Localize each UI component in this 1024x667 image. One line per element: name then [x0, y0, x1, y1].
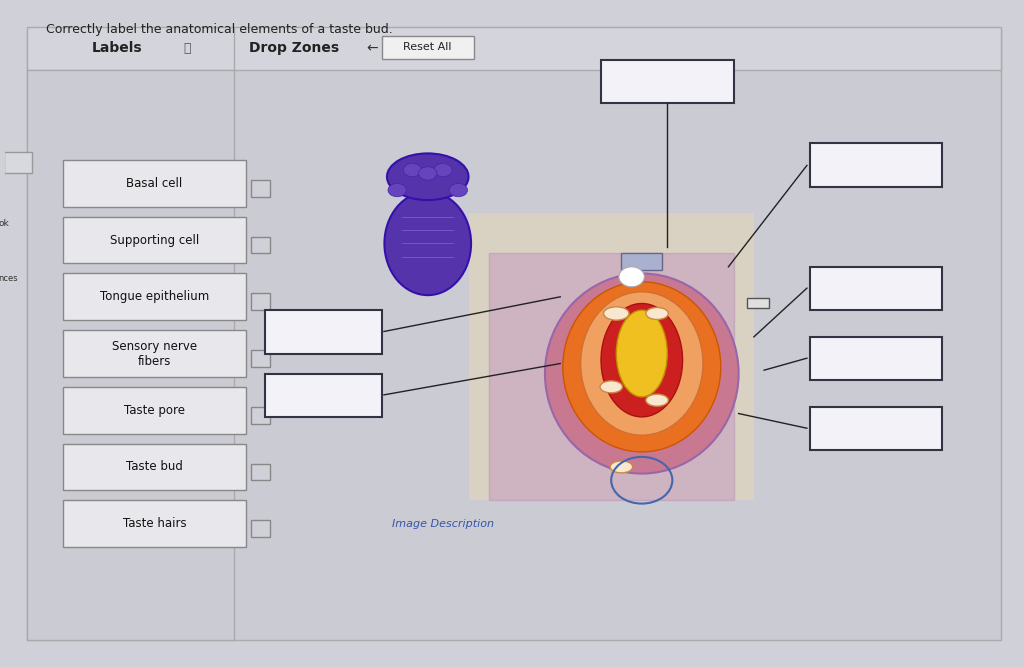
- Text: Drop Zones: Drop Zones: [250, 41, 340, 55]
- Text: Labels: Labels: [91, 41, 142, 55]
- Bar: [469, 213, 754, 500]
- Ellipse shape: [545, 273, 738, 474]
- Bar: [382, 36, 474, 59]
- Bar: [252, 350, 269, 367]
- Ellipse shape: [563, 281, 721, 452]
- Bar: [252, 464, 269, 480]
- Ellipse shape: [610, 461, 633, 473]
- Ellipse shape: [450, 183, 468, 197]
- Bar: [28, 27, 1000, 70]
- Ellipse shape: [600, 381, 623, 393]
- Text: Taste pore: Taste pore: [124, 404, 185, 417]
- Text: ⓘ: ⓘ: [183, 41, 190, 55]
- Bar: [810, 143, 942, 187]
- Bar: [264, 374, 382, 417]
- Bar: [810, 407, 942, 450]
- Bar: [746, 298, 769, 308]
- Bar: [264, 310, 382, 354]
- Bar: [62, 500, 247, 547]
- Bar: [62, 273, 247, 320]
- Ellipse shape: [581, 292, 702, 435]
- Ellipse shape: [419, 167, 437, 180]
- Bar: [252, 407, 269, 424]
- Bar: [810, 337, 942, 380]
- Bar: [62, 217, 247, 263]
- Bar: [252, 293, 269, 310]
- Text: Tongue epithelium: Tongue epithelium: [100, 290, 209, 303]
- Text: 0:33: 0:33: [7, 158, 29, 167]
- Ellipse shape: [384, 192, 471, 295]
- Bar: [252, 180, 269, 197]
- Bar: [62, 387, 247, 434]
- Text: Supporting cell: Supporting cell: [110, 233, 200, 247]
- Ellipse shape: [618, 267, 644, 287]
- Ellipse shape: [603, 307, 629, 320]
- Ellipse shape: [616, 310, 668, 397]
- Text: ←: ←: [367, 41, 378, 55]
- Text: Sensory nerve
fibers: Sensory nerve fibers: [112, 340, 198, 368]
- Ellipse shape: [646, 394, 669, 406]
- Ellipse shape: [403, 163, 422, 177]
- Text: Taste hairs: Taste hairs: [123, 517, 186, 530]
- Text: Correctly label the anatomical elements of a taste bud.: Correctly label the anatomical elements …: [45, 23, 392, 36]
- Text: ok: ok: [0, 219, 9, 228]
- Ellipse shape: [434, 163, 453, 177]
- Bar: [4, 152, 33, 173]
- Ellipse shape: [387, 153, 469, 200]
- Ellipse shape: [601, 303, 683, 417]
- Bar: [28, 70, 234, 640]
- Bar: [601, 60, 733, 103]
- Text: Basal cell: Basal cell: [127, 177, 182, 190]
- Text: Reset All: Reset All: [403, 43, 452, 52]
- Bar: [252, 237, 269, 253]
- Bar: [62, 330, 247, 377]
- Bar: [252, 520, 269, 537]
- Ellipse shape: [646, 307, 669, 319]
- Bar: [622, 253, 663, 270]
- Bar: [62, 444, 247, 490]
- Bar: [810, 267, 942, 310]
- Text: nces: nces: [0, 273, 18, 283]
- Bar: [488, 253, 733, 500]
- Ellipse shape: [388, 183, 407, 197]
- Text: Taste bud: Taste bud: [126, 460, 183, 474]
- Text: Image Description: Image Description: [392, 519, 494, 528]
- Bar: [62, 160, 247, 207]
